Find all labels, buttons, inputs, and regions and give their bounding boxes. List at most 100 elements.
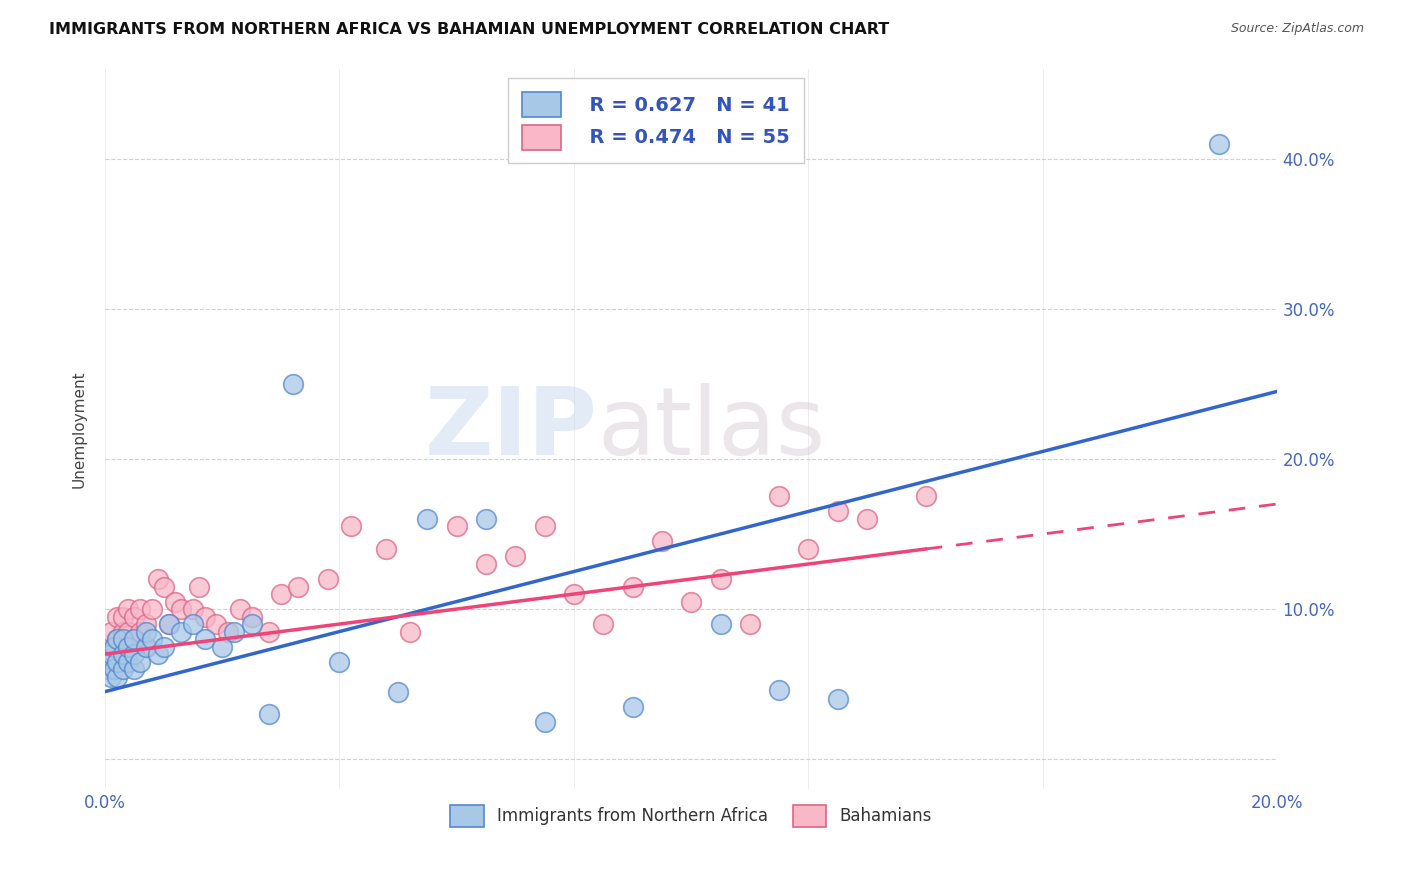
Point bbox=[217, 624, 239, 639]
Point bbox=[117, 640, 139, 654]
Point bbox=[105, 609, 128, 624]
Point bbox=[592, 617, 614, 632]
Point bbox=[187, 580, 209, 594]
Point bbox=[103, 640, 125, 654]
Point bbox=[340, 519, 363, 533]
Legend: Immigrants from Northern Africa, Bahamians: Immigrants from Northern Africa, Bahamia… bbox=[441, 797, 941, 835]
Point bbox=[387, 684, 409, 698]
Point bbox=[281, 376, 304, 391]
Point bbox=[165, 594, 187, 608]
Point bbox=[621, 699, 644, 714]
Point bbox=[124, 662, 146, 676]
Point bbox=[475, 512, 498, 526]
Point bbox=[562, 587, 585, 601]
Point bbox=[97, 662, 120, 676]
Point bbox=[141, 632, 163, 646]
Point bbox=[100, 670, 122, 684]
Point bbox=[159, 617, 181, 632]
Point bbox=[194, 609, 217, 624]
Point bbox=[141, 602, 163, 616]
Point bbox=[827, 504, 849, 518]
Point bbox=[738, 617, 761, 632]
Point bbox=[135, 640, 157, 654]
Point bbox=[533, 519, 555, 533]
Point bbox=[533, 714, 555, 729]
Text: Source: ZipAtlas.com: Source: ZipAtlas.com bbox=[1230, 22, 1364, 36]
Point bbox=[398, 624, 420, 639]
Point bbox=[194, 632, 217, 646]
Point bbox=[205, 617, 228, 632]
Point bbox=[117, 640, 139, 654]
Point bbox=[827, 692, 849, 706]
Point bbox=[105, 632, 128, 646]
Point bbox=[181, 602, 204, 616]
Point bbox=[129, 602, 152, 616]
Point bbox=[211, 640, 233, 654]
Point bbox=[152, 580, 174, 594]
Point bbox=[681, 594, 703, 608]
Point bbox=[328, 655, 350, 669]
Point bbox=[446, 519, 468, 533]
Point bbox=[287, 580, 309, 594]
Point bbox=[111, 609, 134, 624]
Point bbox=[709, 572, 731, 586]
Point bbox=[170, 602, 193, 616]
Point bbox=[222, 624, 245, 639]
Point bbox=[146, 572, 169, 586]
Point bbox=[111, 662, 134, 676]
Point bbox=[152, 640, 174, 654]
Point bbox=[97, 655, 120, 669]
Point bbox=[856, 512, 879, 526]
Point bbox=[475, 557, 498, 571]
Point bbox=[105, 632, 128, 646]
Y-axis label: Unemployment: Unemployment bbox=[72, 370, 86, 488]
Point bbox=[100, 624, 122, 639]
Point bbox=[1208, 136, 1230, 151]
Point bbox=[117, 602, 139, 616]
Point bbox=[651, 534, 673, 549]
Point bbox=[257, 707, 280, 722]
Point bbox=[768, 683, 790, 698]
Point bbox=[129, 655, 152, 669]
Point bbox=[105, 655, 128, 669]
Point bbox=[105, 655, 128, 669]
Point bbox=[621, 580, 644, 594]
Point bbox=[229, 602, 252, 616]
Text: ZIP: ZIP bbox=[425, 383, 598, 475]
Point bbox=[416, 512, 439, 526]
Point bbox=[124, 632, 146, 646]
Point bbox=[257, 624, 280, 639]
Point bbox=[103, 662, 125, 676]
Point bbox=[135, 640, 157, 654]
Point bbox=[135, 617, 157, 632]
Point bbox=[146, 647, 169, 661]
Point bbox=[768, 490, 790, 504]
Text: IMMIGRANTS FROM NORTHERN AFRICA VS BAHAMIAN UNEMPLOYMENT CORRELATION CHART: IMMIGRANTS FROM NORTHERN AFRICA VS BAHAM… bbox=[49, 22, 890, 37]
Point bbox=[105, 670, 128, 684]
Point bbox=[117, 624, 139, 639]
Point bbox=[117, 655, 139, 669]
Point bbox=[240, 617, 263, 632]
Point bbox=[111, 647, 134, 661]
Point bbox=[103, 640, 125, 654]
Point bbox=[111, 647, 134, 661]
Point bbox=[505, 549, 527, 564]
Point bbox=[170, 624, 193, 639]
Point bbox=[375, 541, 398, 556]
Point bbox=[124, 609, 146, 624]
Point bbox=[124, 647, 146, 661]
Point bbox=[100, 647, 122, 661]
Point bbox=[100, 647, 122, 661]
Point bbox=[111, 632, 134, 646]
Point bbox=[124, 632, 146, 646]
Point bbox=[240, 609, 263, 624]
Point bbox=[111, 624, 134, 639]
Point bbox=[797, 541, 820, 556]
Point bbox=[135, 624, 157, 639]
Point bbox=[159, 617, 181, 632]
Point bbox=[270, 587, 292, 601]
Text: atlas: atlas bbox=[598, 383, 825, 475]
Point bbox=[181, 617, 204, 632]
Point bbox=[709, 617, 731, 632]
Point bbox=[129, 624, 152, 639]
